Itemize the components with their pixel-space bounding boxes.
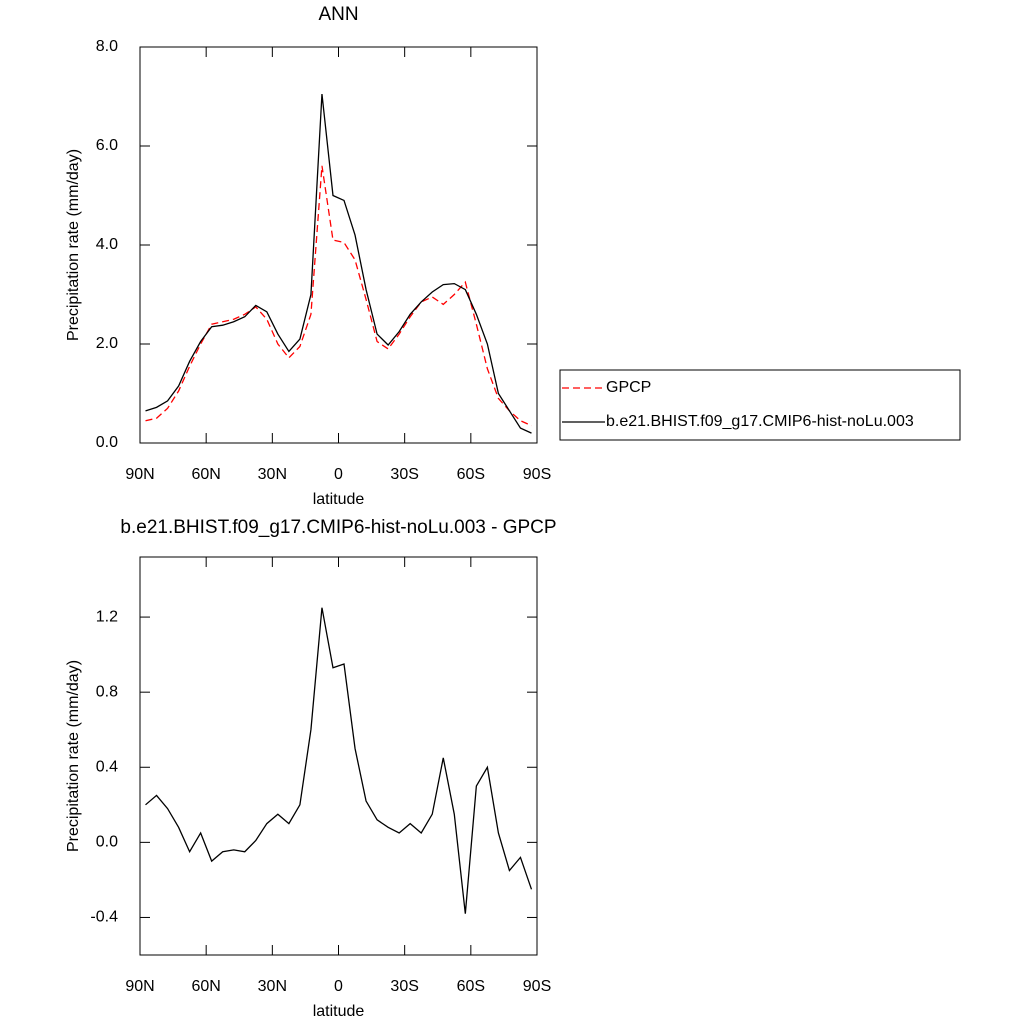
x-tick-label: 30S — [390, 466, 418, 483]
x-tick-label: 90S — [523, 466, 551, 483]
x-tick-label: 30N — [258, 466, 287, 483]
x-tick-label: 90S — [523, 978, 551, 995]
x-axis-label: latitude — [313, 491, 365, 508]
data-line — [145, 607, 533, 914]
x-tick-label: 60S — [457, 978, 485, 995]
chart-title: ANN — [318, 4, 358, 25]
legend-label: GPCP — [606, 379, 651, 396]
legend-box — [559, 369, 961, 441]
y-tick-label: 0.8 — [96, 683, 118, 700]
plot-frame — [139, 556, 538, 956]
x-tick-label: 60S — [457, 466, 485, 483]
y-tick-label: 2.0 — [96, 335, 118, 352]
data-line — [145, 165, 532, 427]
y-tick-label: 6.0 — [96, 137, 118, 154]
x-tick-label: 60N — [191, 466, 220, 483]
legend-label: b.e21.BHIST.f09_g17.CMIP6-hist-noLu.003 — [606, 413, 914, 430]
data-line — [145, 93, 532, 434]
y-tick-label: 0.0 — [96, 834, 118, 851]
x-tick-label: 90N — [125, 466, 154, 483]
y-tick-label: 8.0 — [96, 38, 118, 55]
x-tick-label: 0 — [334, 978, 343, 995]
y-axis-label: Precipitation rate (mm/day) — [65, 149, 82, 341]
x-tick-label: 30S — [390, 978, 418, 995]
x-tick-label: 0 — [334, 466, 343, 483]
x-tick-label: 90N — [125, 978, 154, 995]
chart-title: b.e21.BHIST.f09_g17.CMIP6-hist-noLu.003 … — [120, 517, 556, 538]
y-tick-label: 4.0 — [96, 236, 118, 253]
x-tick-label: 30N — [258, 978, 287, 995]
plot-frame — [139, 46, 538, 444]
y-tick-label: -0.4 — [90, 909, 118, 926]
x-axis-label: latitude — [313, 1003, 365, 1020]
y-axis-label: Precipitation rate (mm/day) — [65, 660, 82, 852]
x-tick-label: 60N — [191, 978, 220, 995]
y-tick-label: 1.2 — [96, 608, 118, 625]
y-tick-label: 0.4 — [96, 758, 118, 775]
y-tick-label: 0.0 — [96, 434, 118, 451]
